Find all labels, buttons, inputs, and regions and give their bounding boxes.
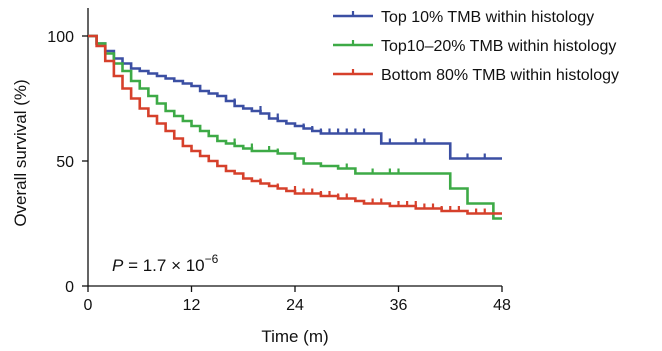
x-tick-label: 24 xyxy=(286,297,304,314)
series-line xyxy=(88,34,502,215)
legend-item: Top10–20% TMB within histology xyxy=(333,38,616,55)
series-layer xyxy=(88,34,502,220)
p-value-exponent: −6 xyxy=(205,252,219,266)
series-group xyxy=(88,34,502,160)
x-tick-label: 0 xyxy=(84,297,93,314)
p-value-annotation: P = 1.7 × 10−6 xyxy=(112,252,219,275)
legend: Top 10% TMB within histology Top10–20% TM… xyxy=(333,9,619,84)
y-axis-title: Overall survival (%) xyxy=(11,79,30,226)
x-tick-label: 36 xyxy=(390,297,408,314)
p-value-symbol: P xyxy=(112,256,124,275)
ticks: 0 12 24 36 48 0 50 100 xyxy=(47,29,511,314)
y-tick-label: 50 xyxy=(56,154,74,171)
legend-label: Bottom 80% TMB within histology xyxy=(381,67,619,84)
x-tick-label: 12 xyxy=(183,297,201,314)
legend-label: Top10–20% TMB within histology xyxy=(381,38,616,55)
x-axis-title: Time (m) xyxy=(261,327,328,346)
legend-item: Bottom 80% TMB within histology xyxy=(333,67,619,84)
series-group xyxy=(88,34,502,215)
series-group xyxy=(88,34,502,220)
y-tick-label: 100 xyxy=(47,29,74,46)
series-line xyxy=(88,34,502,220)
legend-item: Top 10% TMB within histology xyxy=(333,9,594,26)
p-value-text: = 1.7 × 10 xyxy=(123,256,204,275)
legend-label: Top 10% TMB within histology xyxy=(381,9,594,26)
y-tick-label: 0 xyxy=(65,279,74,296)
x-tick-label: 48 xyxy=(493,297,511,314)
